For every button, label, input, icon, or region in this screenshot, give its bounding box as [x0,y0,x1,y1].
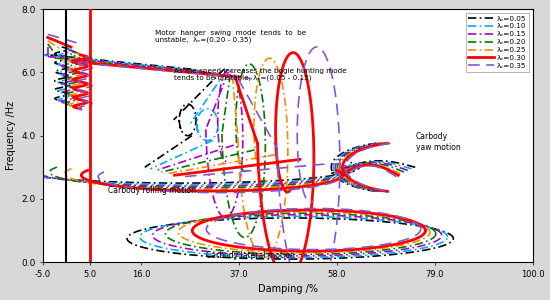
Text: As the speed increases the bogie hunting mode
tends to be unstable, λₑ=(0.05 - 0: As the speed increases the bogie hunting… [174,68,346,81]
Legend: λₑ=0.05, λₑ=0.10, λₑ=0.15, λₑ=0.20, λₑ=0.25, λₑ=0.30, λₑ=0.35: λₑ=0.05, λₑ=0.10, λₑ=0.15, λₑ=0.20, λₑ=0… [466,13,529,72]
X-axis label: Damping /%: Damping /% [258,284,318,294]
Text: Carbody lateral motion: Carbody lateral motion [206,250,295,260]
Y-axis label: Frequency /Hz: Frequency /Hz [6,101,15,170]
Text: Motor  hanger  swing  mode  tends  to  be
unstable,  λₑ=(0.20 - 0.35): Motor hanger swing mode tends to be unst… [155,30,306,43]
Text: Carbody rolling motion: Carbody rolling motion [108,186,196,195]
Text: Carbody
yaw motion: Carbody yaw motion [416,133,461,152]
